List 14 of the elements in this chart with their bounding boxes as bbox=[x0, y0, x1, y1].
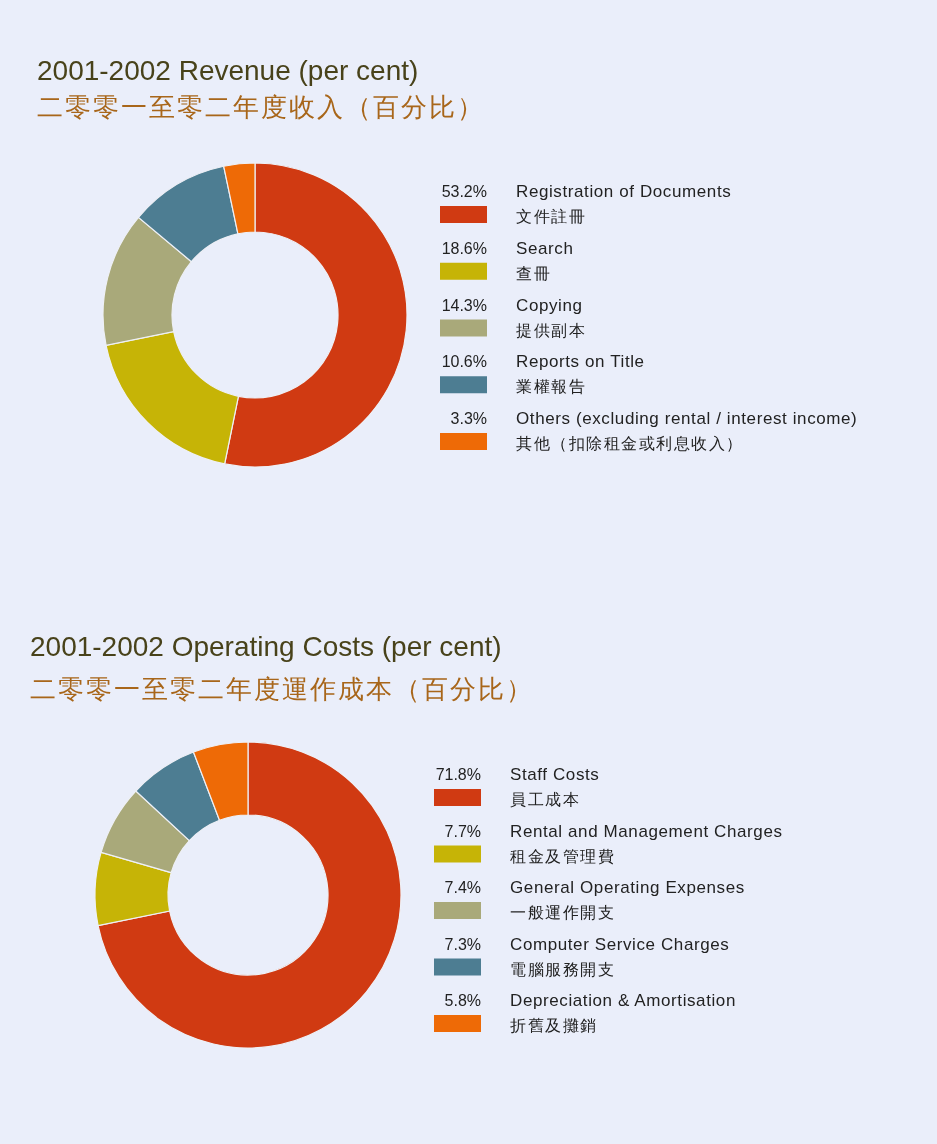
legend-label: Copying 提供副本 bbox=[516, 295, 586, 339]
chart-title: 2001-2002 Revenue (per cent) bbox=[37, 55, 419, 86]
legend-label: Search 查冊 bbox=[516, 238, 574, 282]
legend-label: Others (excluding rental / interest income) 其他（扣除租金或利息收入） bbox=[516, 409, 858, 452]
chart-subtitle: 二零零一至零二年度收入（百分比） bbox=[37, 92, 485, 122]
legend-label: Computer Service Charges 電腦服務開支 bbox=[510, 934, 730, 978]
legend-label: Rental and Management Charges 租金及管理費 bbox=[510, 821, 783, 865]
chart-title: 2001-2002 Operating Costs (per cent) bbox=[30, 631, 502, 662]
chart-subtitle: 二零零一至零二年度運作成本（百分比） bbox=[30, 674, 534, 704]
legend-label: Reports on Title 業權報告 bbox=[516, 352, 645, 396]
legend-label: General Operating Expenses 一般運作開支 bbox=[510, 878, 745, 921]
legend-label: Depreciation & Amortisation 折舊及攤銷 bbox=[510, 991, 736, 1034]
legend-label: Staff Costs 員工成本 bbox=[510, 765, 600, 808]
legend-label: Registration of Documents 文件註冊 bbox=[516, 182, 732, 225]
